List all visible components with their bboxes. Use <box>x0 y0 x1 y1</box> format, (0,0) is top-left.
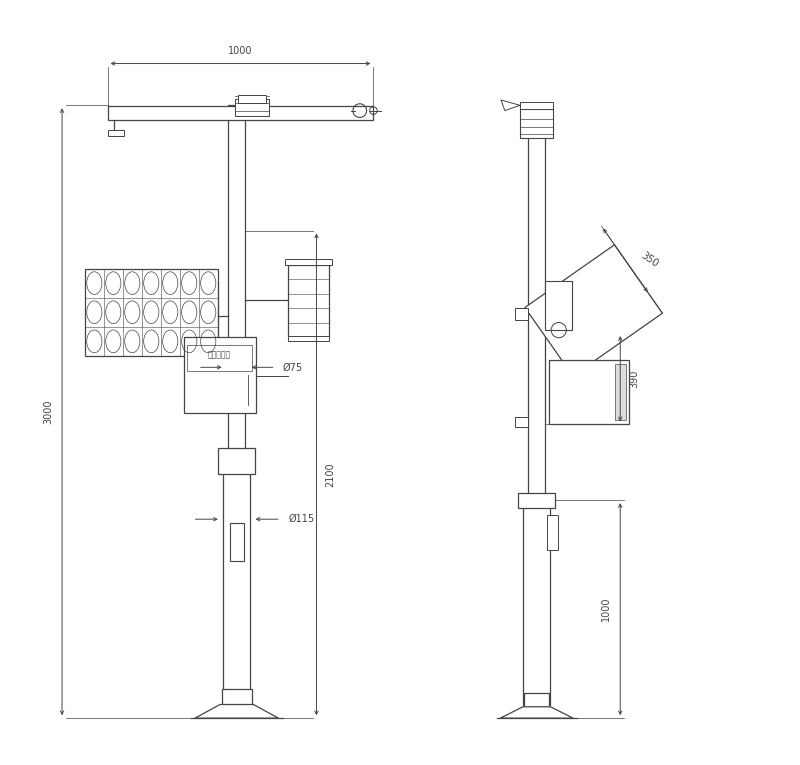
Text: 1000: 1000 <box>228 46 253 56</box>
Bar <box>223 458 250 705</box>
Text: 3000: 3000 <box>43 399 53 424</box>
Bar <box>523 500 550 705</box>
Polygon shape <box>501 100 520 111</box>
Bar <box>108 130 124 136</box>
Bar <box>615 363 626 421</box>
Bar <box>187 344 252 371</box>
Bar <box>285 259 333 265</box>
Bar <box>514 417 528 428</box>
Bar <box>222 689 252 705</box>
Bar <box>546 516 558 549</box>
Text: Ø115: Ø115 <box>288 514 314 524</box>
Bar <box>85 269 218 356</box>
Bar <box>528 106 545 500</box>
Bar <box>230 523 243 561</box>
Text: 350: 350 <box>639 251 660 270</box>
Bar <box>288 336 330 340</box>
Polygon shape <box>525 245 662 376</box>
Bar <box>518 493 555 508</box>
Bar <box>545 281 572 330</box>
Bar <box>218 448 255 474</box>
Text: 1000: 1000 <box>601 597 611 621</box>
Bar <box>108 106 374 120</box>
Text: 390: 390 <box>630 369 639 388</box>
Text: 2100: 2100 <box>326 462 335 487</box>
Polygon shape <box>500 707 573 718</box>
Bar <box>228 106 245 458</box>
Bar <box>238 95 266 103</box>
Text: 环境监测站: 环境监测站 <box>208 350 231 360</box>
Bar <box>520 102 554 109</box>
Bar <box>520 109 554 138</box>
Bar <box>235 99 269 116</box>
Text: Ø75: Ø75 <box>283 363 303 373</box>
Bar <box>288 265 330 337</box>
Bar <box>514 308 528 321</box>
Bar <box>549 360 629 425</box>
Bar <box>183 337 256 413</box>
Bar <box>524 693 550 707</box>
Polygon shape <box>195 705 278 718</box>
